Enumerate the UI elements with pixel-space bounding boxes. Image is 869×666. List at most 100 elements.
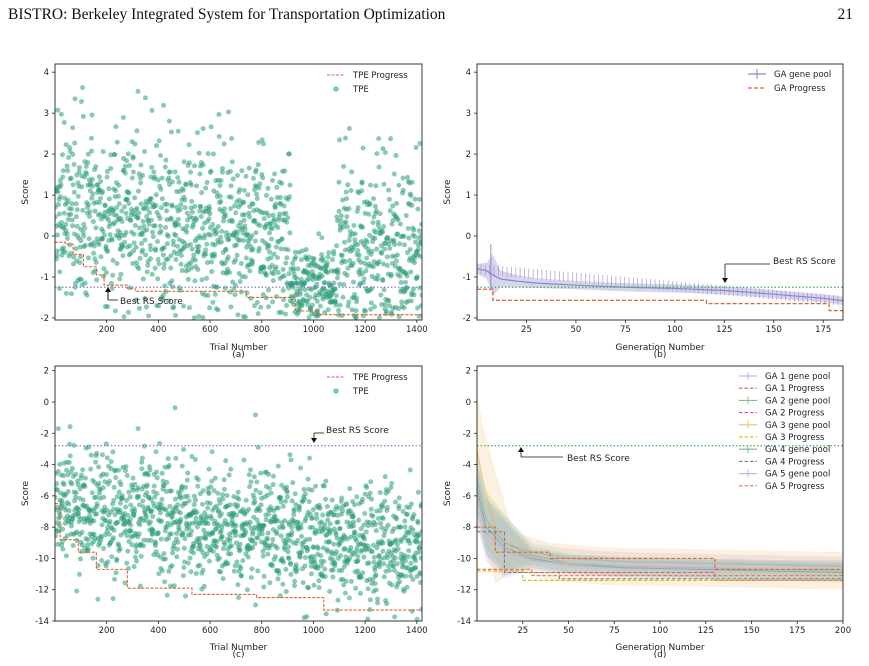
scatter-point bbox=[164, 479, 170, 485]
scatter-point bbox=[95, 182, 101, 188]
scatter-point bbox=[326, 250, 332, 256]
scatter-point bbox=[323, 496, 329, 502]
scatter-point bbox=[162, 579, 168, 585]
scatter-point bbox=[382, 498, 388, 504]
scatter-point bbox=[318, 553, 324, 559]
scatter-point bbox=[317, 505, 323, 511]
scatter-point bbox=[123, 504, 129, 510]
scatter-point bbox=[159, 568, 165, 574]
scatter-point bbox=[217, 500, 223, 506]
scatter-point bbox=[268, 221, 274, 227]
scatter-point bbox=[157, 510, 163, 516]
y-tick-label: -2 bbox=[41, 314, 49, 324]
scatter-point bbox=[352, 502, 358, 508]
scatter-point bbox=[405, 554, 411, 560]
scatter-point bbox=[227, 269, 233, 275]
scatter-point bbox=[272, 171, 278, 177]
scatter-point bbox=[414, 274, 420, 280]
scatter-point bbox=[354, 296, 360, 302]
scatter-point bbox=[362, 536, 368, 542]
scatter-point bbox=[237, 541, 243, 547]
scatter-point bbox=[157, 216, 163, 222]
scatter-point bbox=[292, 491, 298, 497]
scatter-point bbox=[68, 291, 74, 297]
scatter-point bbox=[63, 221, 69, 227]
scatter-point bbox=[247, 484, 253, 490]
x-tick-label: 1400 bbox=[406, 325, 428, 335]
scatter-point bbox=[95, 562, 101, 568]
scatter-point bbox=[378, 520, 384, 526]
scatter-point bbox=[161, 261, 167, 267]
scatter-point bbox=[152, 494, 158, 500]
scatter-point bbox=[245, 232, 251, 238]
scatter-point bbox=[403, 573, 409, 579]
legend-label: GA 4 gene pool bbox=[765, 445, 830, 455]
scatter-point bbox=[374, 151, 380, 157]
scatter-point bbox=[349, 169, 355, 175]
scatter-point bbox=[175, 128, 181, 134]
scatter-point bbox=[89, 490, 95, 496]
scatter-point bbox=[250, 175, 256, 181]
scatter-point bbox=[331, 280, 337, 286]
scatter-point bbox=[255, 535, 261, 541]
scatter-point bbox=[170, 550, 176, 556]
scatter-point bbox=[109, 554, 115, 560]
scatter-point bbox=[250, 246, 256, 252]
scatter-point bbox=[283, 566, 289, 572]
scatter-point bbox=[300, 580, 306, 586]
scatter-point bbox=[85, 255, 91, 261]
x-tick-label: 100 bbox=[667, 325, 683, 335]
scatter-point bbox=[166, 568, 172, 574]
x-tick-label: 600 bbox=[202, 626, 218, 636]
scatter-point bbox=[155, 177, 161, 183]
scatter-point bbox=[163, 507, 169, 513]
scatter-point bbox=[203, 535, 209, 541]
scatter-point bbox=[344, 501, 350, 507]
scatter-point bbox=[255, 162, 261, 168]
scatter-point bbox=[309, 487, 315, 493]
scatter-point bbox=[285, 549, 291, 555]
scatter-point bbox=[292, 583, 298, 589]
x-tick-label: 50 bbox=[571, 325, 582, 335]
x-axis-label: Generation Number bbox=[615, 643, 705, 653]
scatter-point bbox=[234, 173, 240, 179]
scatter-point bbox=[334, 214, 340, 220]
scatter-point bbox=[284, 219, 290, 225]
scatter-point bbox=[236, 594, 242, 600]
scatter-point bbox=[353, 315, 359, 320]
scatter-point bbox=[147, 519, 153, 525]
ga-progress-line bbox=[477, 288, 843, 312]
best-rs-annotation: Best RS Score bbox=[518, 447, 630, 464]
scatter-point bbox=[289, 529, 295, 535]
scatter-point bbox=[418, 303, 422, 309]
scatter-point bbox=[74, 588, 80, 594]
scatter-point bbox=[218, 239, 224, 245]
scatter-point bbox=[188, 182, 194, 188]
scatter-point bbox=[290, 480, 296, 486]
scatter-point bbox=[223, 246, 229, 252]
scatter-point bbox=[93, 459, 99, 465]
scatter-point bbox=[136, 531, 142, 537]
scatter-point bbox=[206, 216, 212, 222]
scatter-point bbox=[344, 196, 350, 202]
scatter-point bbox=[130, 487, 136, 493]
scatter-point bbox=[138, 180, 144, 186]
scatter-point bbox=[384, 263, 390, 269]
scatter-point bbox=[206, 206, 212, 212]
scatter-point bbox=[93, 259, 99, 265]
scatter-point bbox=[211, 251, 217, 257]
scatter-point bbox=[153, 248, 159, 254]
scatter-point bbox=[64, 231, 70, 237]
scatter-point bbox=[164, 241, 170, 247]
scatter-point bbox=[135, 188, 141, 194]
scatter-point bbox=[112, 308, 118, 314]
scatter-point bbox=[96, 464, 102, 470]
scatter-point bbox=[385, 555, 391, 561]
scatter-point bbox=[401, 242, 407, 248]
scatter-point bbox=[70, 125, 76, 131]
scatter-point bbox=[140, 504, 146, 510]
scatter-point bbox=[105, 248, 111, 254]
scatter-point bbox=[203, 185, 209, 191]
scatter-point bbox=[195, 266, 201, 272]
scatter-point bbox=[334, 275, 340, 281]
